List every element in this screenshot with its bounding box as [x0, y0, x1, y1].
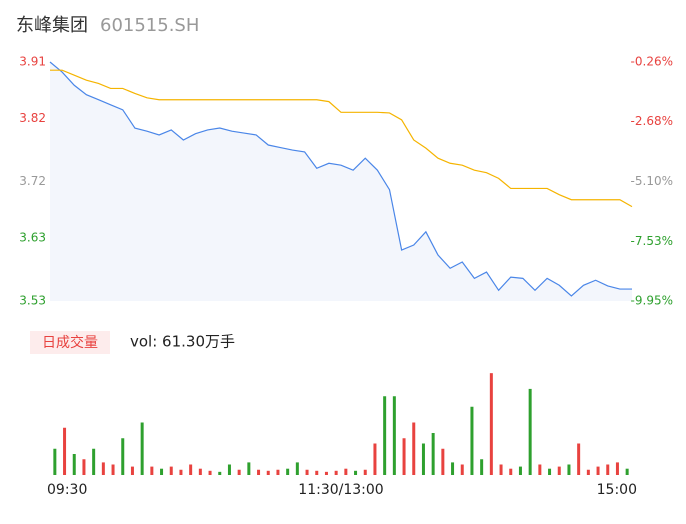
volume-bar — [276, 469, 280, 475]
y2-tick-label: -9.95% — [631, 294, 673, 308]
volume-bar — [227, 464, 231, 475]
volume-bar — [606, 464, 610, 475]
stock-name: 东峰集团 — [16, 15, 88, 36]
volume-bar — [179, 469, 183, 475]
volume-bar — [528, 388, 532, 475]
volume-bar — [92, 448, 96, 475]
volume-bar — [441, 448, 445, 475]
volume-bar — [557, 466, 561, 475]
price-line — [49, 61, 632, 297]
stock-code: 601515.SH — [100, 15, 199, 36]
volume-bar — [189, 464, 193, 475]
volume-bar — [518, 466, 522, 475]
volume-bar — [412, 422, 416, 475]
volume-bar — [218, 471, 222, 475]
volume-bar — [451, 462, 455, 475]
volume-bar — [82, 459, 86, 475]
volume-bar — [470, 406, 474, 475]
x-tick-label: 09:30 — [47, 482, 87, 498]
volume-bar — [111, 464, 115, 475]
volume-bar — [324, 471, 328, 475]
volume-bar — [266, 470, 270, 475]
y-tick-label: 3.63 — [19, 231, 46, 245]
x-tick-label: 11:30/13:00 — [298, 482, 383, 498]
volume-bar — [509, 468, 513, 475]
volume-bar — [130, 466, 134, 475]
volume-bar — [383, 396, 387, 475]
volume-bar — [538, 464, 542, 475]
average-line — [50, 69, 633, 208]
volume-bar — [208, 470, 212, 475]
volume-bar — [431, 433, 435, 475]
volume-bar — [363, 469, 367, 475]
volume-bar — [63, 427, 67, 475]
volume-bar — [334, 470, 338, 475]
volume-bar — [53, 448, 57, 475]
volume-bar — [257, 469, 261, 475]
volume-bar — [402, 438, 406, 475]
volume-bar — [286, 468, 290, 475]
volume-bar — [548, 468, 552, 475]
volume-bar — [480, 459, 484, 475]
volume-title-box — [30, 331, 110, 354]
volume-bar — [305, 469, 309, 475]
y-tick-label: 3.53 — [19, 294, 46, 308]
volume-bar — [392, 396, 396, 475]
volume-bar — [295, 462, 299, 475]
volume-bar — [354, 470, 358, 475]
volume-bar — [344, 468, 348, 475]
volume-bar — [150, 466, 154, 475]
volume-bar — [460, 464, 464, 475]
volume-bar — [237, 469, 241, 475]
y-tick-label: 3.91 — [19, 55, 46, 69]
volume-bar — [72, 454, 76, 475]
volume-bar — [101, 462, 105, 475]
volume-bar — [567, 464, 571, 475]
volume-bar — [373, 443, 377, 475]
volume-bar — [596, 466, 600, 475]
y2-tick-label: -0.26% — [631, 55, 673, 69]
volume-bar — [577, 443, 581, 475]
volume-bar — [586, 469, 590, 475]
volume-bar — [421, 443, 425, 475]
x-tick-label: 15:00 — [597, 482, 637, 498]
volume-label: vol: 61.30万手 — [130, 333, 235, 351]
volume-bar — [140, 422, 144, 475]
y2-tick-label: -5.10% — [631, 174, 673, 188]
volume-bar — [160, 468, 164, 475]
price-area — [50, 62, 632, 301]
y2-tick-label: -7.53% — [631, 234, 673, 248]
y-tick-label: 3.72 — [19, 174, 46, 188]
volume-bar — [499, 464, 503, 475]
volume-bar — [625, 468, 629, 475]
volume-bar — [615, 462, 619, 475]
volume-title: 日成交量 — [42, 334, 98, 351]
volume-bar — [198, 468, 202, 475]
volume-bar — [121, 438, 125, 475]
volume-bar — [247, 462, 251, 475]
volume-bar — [315, 470, 319, 475]
volume-bar — [169, 466, 173, 475]
y2-tick-label: -2.68% — [631, 114, 673, 128]
volume-bar — [489, 373, 493, 475]
y-tick-label: 3.82 — [19, 111, 46, 125]
